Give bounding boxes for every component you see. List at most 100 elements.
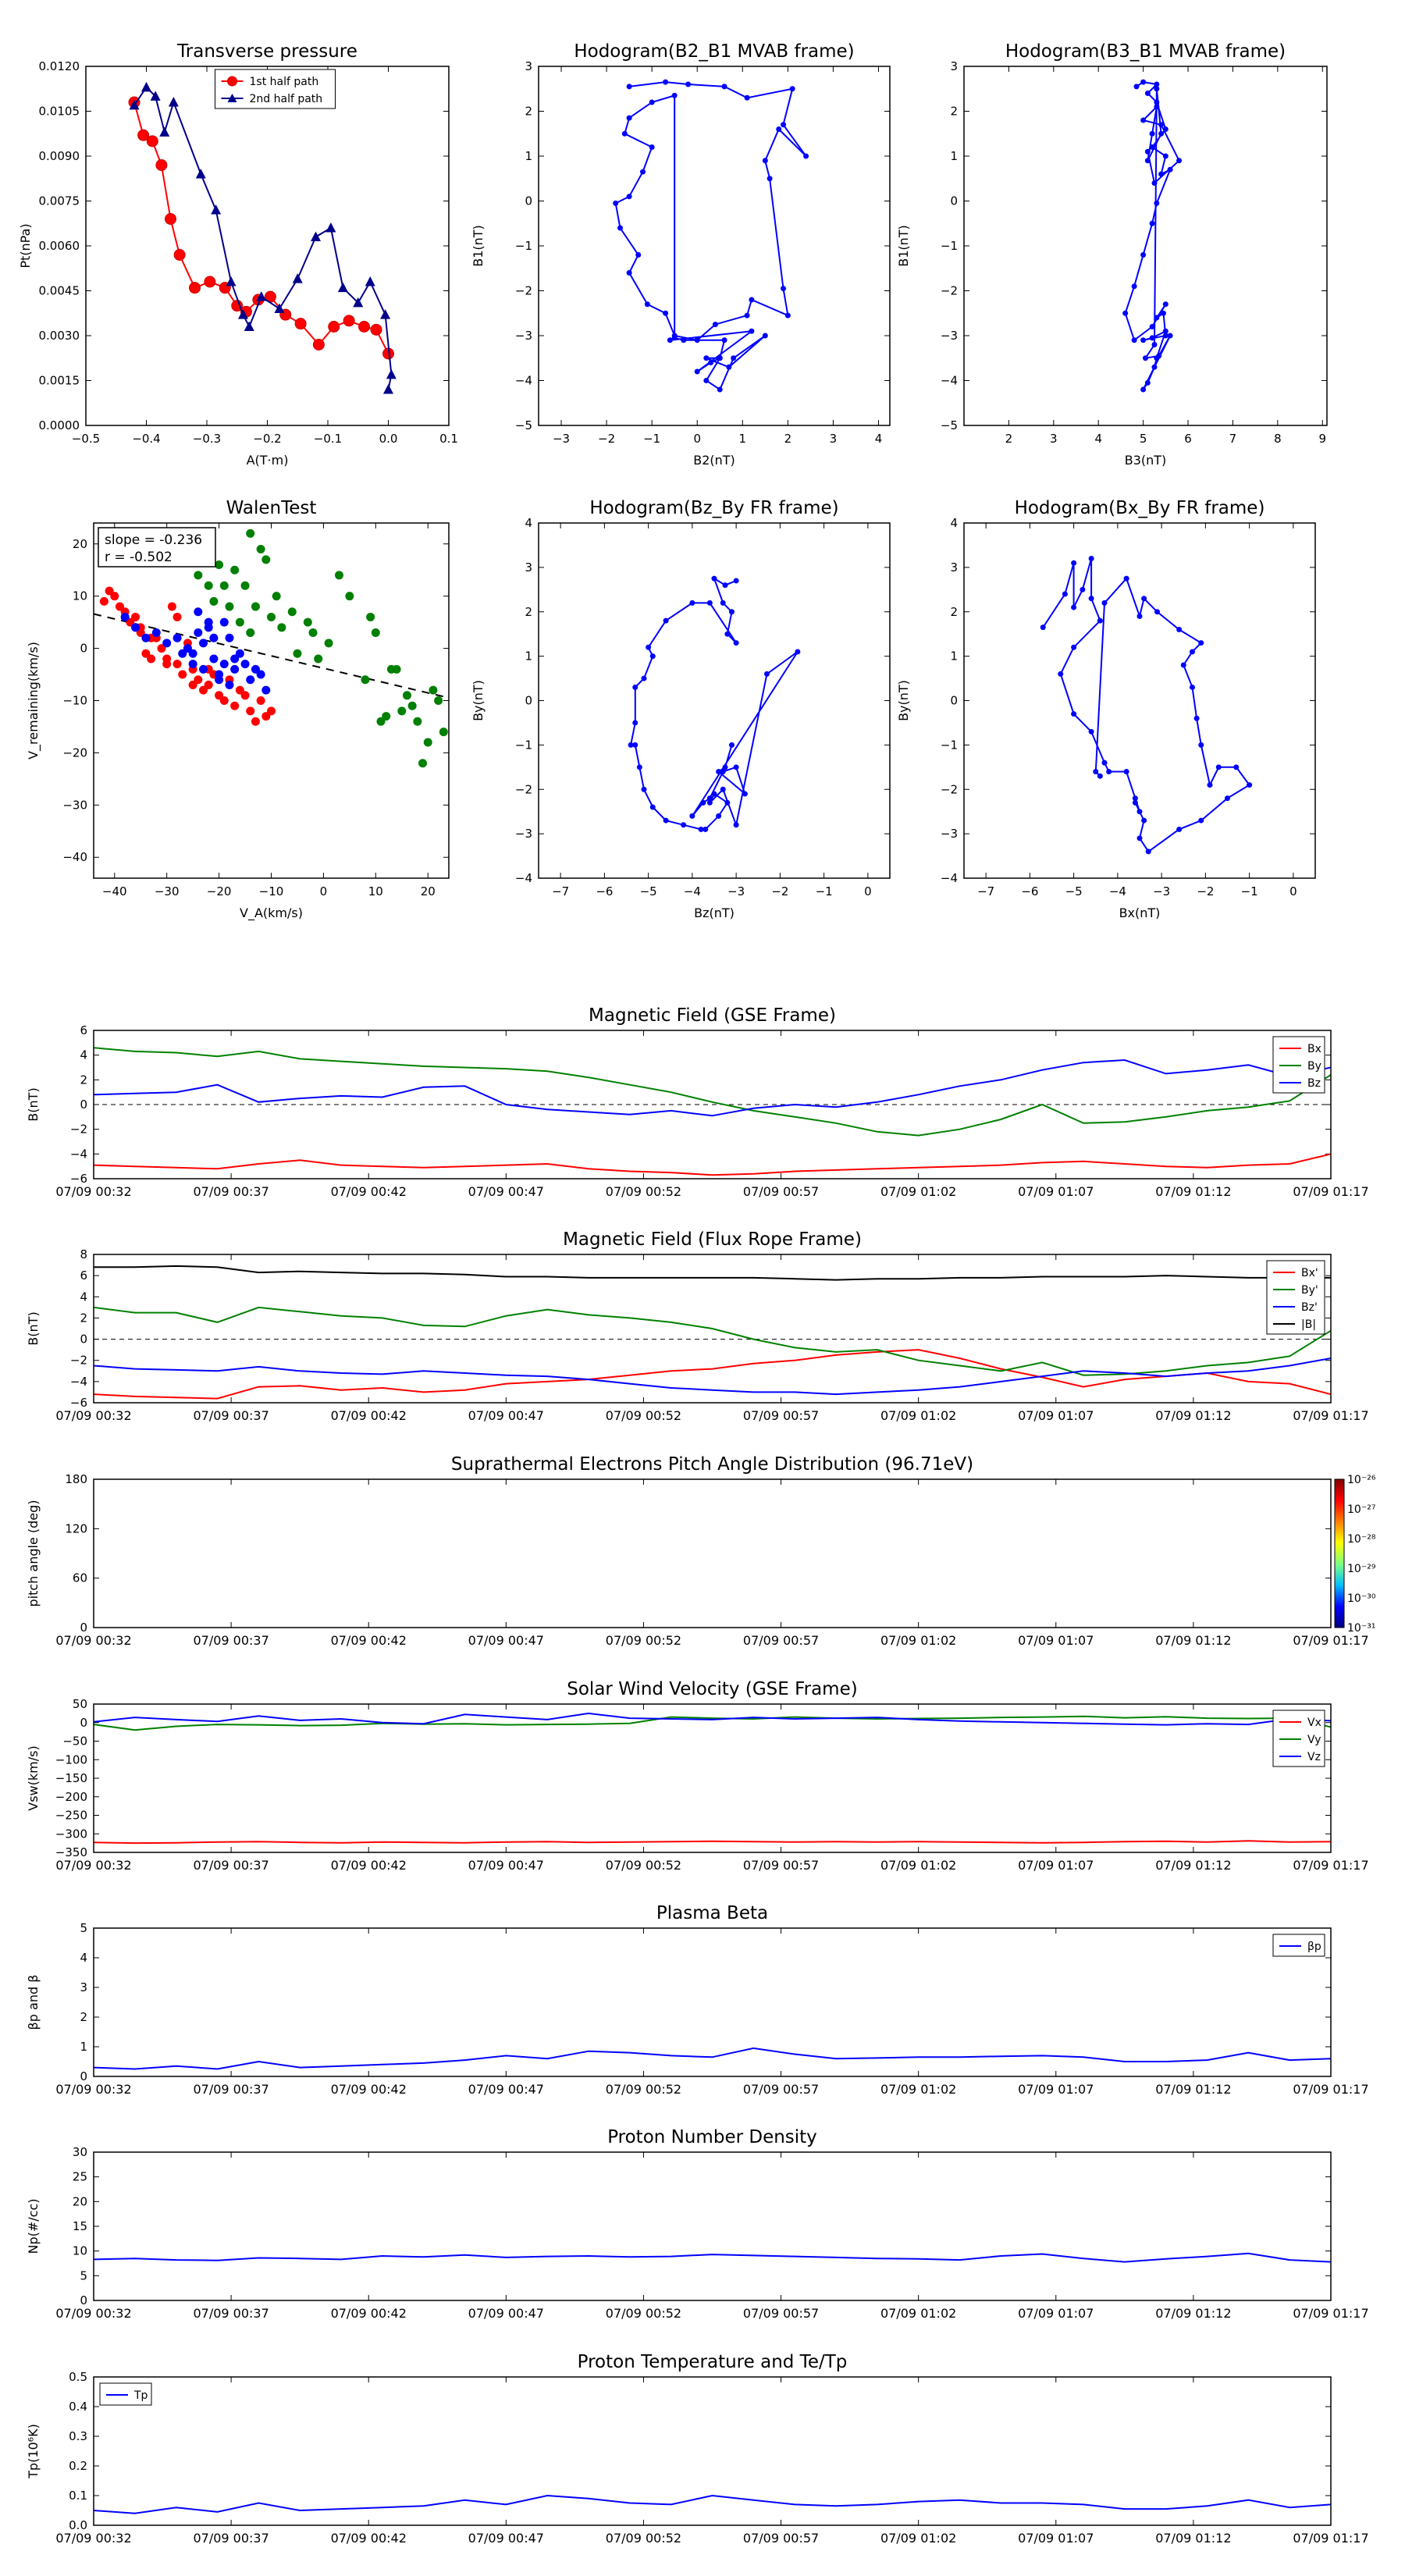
transverse-pressure-ytick-label: 0.0090 (39, 149, 80, 163)
sw-velocity-series-vx-line (94, 1840, 1331, 1845)
hodogram-bx-by-series-bx-by-point (1193, 715, 1200, 721)
hodogram-b3-b1-series-b3-b1-point (1151, 180, 1158, 186)
mag-fr-ytick-label: −2 (70, 1354, 87, 1368)
pitch-angle-xtick-label: 07/09 01:07 (1018, 1633, 1094, 1648)
walen-test-series-green-point (215, 560, 224, 570)
mag-gse-ytick-label: −6 (70, 1172, 87, 1186)
hodogram-b3-b1-ytick-label: 0 (950, 194, 958, 208)
walen-test-plot-area (94, 528, 449, 768)
sw-velocity-series-vy-line (94, 1715, 1331, 1731)
hodogram-bx-by-series-bx-by-point (1247, 782, 1253, 788)
transverse-pressure-series-1st-half-path-point (189, 282, 201, 294)
hodogram-bx-by-ytick-label: 1 (950, 649, 958, 664)
walen-test-xtick-label: −20 (207, 884, 232, 898)
walen-test-series-red-point (199, 685, 208, 695)
mag-fr-xtick-label: 07/09 01:07 (1018, 1408, 1094, 1423)
hodogram-b2-b1-ytick-label: 0 (525, 194, 532, 208)
walen-test-series-green-point (366, 612, 375, 621)
proton-temp-ytick-label: 0.2 (69, 2459, 87, 2473)
hodogram-b2-b1-series-b2-b1-point (767, 176, 773, 182)
pitch-angle-title: Suprathermal Electrons Pitch Angle Distr… (451, 1454, 973, 1475)
walen-test-series-red-point (204, 680, 213, 689)
hodogram-b2-b1-ytick-label: −5 (515, 418, 532, 432)
hodogram-bx-by-series-bx-by-point (1233, 764, 1240, 770)
mag-fr-xtick-label: 07/09 00:52 (606, 1408, 681, 1423)
proton-temp-xtick-label: 07/09 01:07 (1018, 2531, 1094, 2546)
hodogram-b2-b1-series-b2-b1-point (640, 169, 646, 175)
walen-test-xtick-label: 10 (368, 884, 383, 898)
hodogram-b2-b1-series-b2-b1-point (731, 355, 737, 361)
hodogram-bx-by-series-bx-by-point (1062, 591, 1068, 597)
hodogram-b2-b1-chart: −5 −4 −3 −2 −1 0 1 2 3 −3 −2 −1 0 1 2 3 4 B2(nT) B1(nT) (471, 59, 890, 468)
hodogram-b2-b1-series-b2-b1-point (776, 126, 782, 132)
hodogram-b3-b1-series-b3-b1-point (1160, 310, 1166, 316)
hodogram-bz-by-series-bz-by-point (700, 799, 706, 806)
hodogram-bz-by-xtick-label: −3 (727, 884, 745, 898)
transverse-pressure-title: Transverse pressure (176, 41, 357, 62)
mag-fr-ytick-label: 8 (80, 1247, 87, 1261)
transverse-pressure-ylabel: Pt(nPa) (18, 223, 33, 268)
colorbar-tick-label: 10⁻²⁶ (1347, 1474, 1376, 1486)
walen-test-series-red-point (141, 649, 151, 658)
hodogram-b2-b1-xtick-label: 2 (784, 432, 792, 446)
hodogram-bx-by-series-bx-by-point (1097, 773, 1103, 779)
hodogram-b3-b1-series-b3-b1-point (1149, 335, 1155, 341)
sw-velocity-legend-label: Vy (1307, 1734, 1321, 1746)
pitch-angle-xtick-label: 07/09 00:32 (55, 1633, 131, 1648)
hodogram-bx-by-series-bx-by-point (1132, 799, 1138, 806)
walen-test-series-red-point (256, 696, 265, 705)
hodogram-bx-by-series-bx-by-point (1093, 769, 1099, 774)
hodogram-b3-b1-series-b3-b1-point (1151, 364, 1158, 370)
proton-temp-ytick-label: 0.0 (69, 2518, 87, 2532)
hodogram-b2-b1-series-b2-b1-point (781, 286, 787, 292)
sw-velocity-ytick-label: −50 (62, 1735, 87, 1749)
hodogram-b2-b1-series-b2-b1-point (712, 322, 718, 328)
mag-fr-ytick-label: −6 (70, 1396, 87, 1410)
hodogram-bx-by-series-bx-by-point (1154, 609, 1160, 615)
walen-test-series-red-point (246, 706, 255, 716)
hodogram-b3-b1-series-b3-b1-point (1140, 386, 1147, 393)
hodogram-b3-b1-series-b3-b1-point (1140, 252, 1147, 258)
hodogram-bx-by-series-bx-by-point (1180, 662, 1186, 668)
pitch-angle-xtick-label: 07/09 01:17 (1293, 1633, 1368, 1648)
hodogram-bz-by-series-bz-by-point (742, 791, 748, 797)
sw-velocity-xtick-label: 07/09 01:12 (1155, 1858, 1231, 1873)
plasma-beta-chart: 0 1 2 3 4 5 07/09 00:32 07/09 00:37 07/09 00:42 0… (26, 1921, 1369, 2097)
hodogram-bx-by-ylabel: By(nT) (896, 680, 911, 721)
transverse-pressure-xtick-label: −0.2 (253, 432, 281, 446)
hodogram-bz-by-series-bz-by-point (663, 817, 669, 824)
mag-gse-ytick-label: 0 (80, 1098, 87, 1112)
transverse-pressure-xtick-label: −0.5 (72, 432, 100, 446)
hodogram-b2-b1-series-b2-b1-point (667, 337, 673, 343)
hodogram-b3-b1-series-b3-b1-point (1149, 220, 1155, 226)
walen-test-series-green-point (267, 612, 276, 621)
mag-gse-xtick-label: 07/09 00:32 (55, 1184, 131, 1199)
walen-test-xtick-label: −40 (102, 884, 127, 898)
walen-test-series-blue-point (235, 649, 244, 658)
hodogram-bz-by-series-bz-by-point (724, 799, 731, 806)
hodogram-b3-b1-series-b3-b1-point (1144, 91, 1151, 96)
walen-test-series-red-point (215, 691, 224, 700)
walen-test-series-red-point (173, 612, 182, 621)
hodogram-bz-by-series-bz-by-point (711, 575, 717, 582)
proton-density-ytick-label: 10 (73, 2244, 87, 2258)
plasma-beta-ytick-label: 5 (80, 1921, 87, 1935)
pitch-angle-xtick-label: 07/09 01:12 (1155, 1633, 1231, 1648)
hodogram-b3-b1-series-b3-b1-point (1158, 130, 1165, 137)
walen-test-series-blue-point (225, 633, 234, 642)
mag-gse-title: Magnetic Field (GSE Frame) (589, 1005, 836, 1026)
mag-fr-ytick-label: 2 (80, 1311, 87, 1325)
sw-velocity-legend-label: Vx (1307, 1717, 1321, 1729)
pitch-angle-ytick-label: 180 (65, 1472, 87, 1486)
walen-test-series-blue-point (188, 649, 197, 658)
hodogram-b2-b1-series-b2-b1-point (717, 386, 723, 393)
mag-gse-xtick-label: 07/09 01:07 (1018, 1184, 1094, 1199)
proton-density-ylabel: Np(#/cc) (26, 2199, 41, 2254)
sw-velocity-xtick-label: 07/09 00:52 (606, 1858, 681, 1873)
hodogram-b2-b1-series-b2-b1-point (663, 310, 669, 316)
plasma-beta-ytick-label: 4 (80, 1951, 87, 1965)
hodogram-bz-by-frame (538, 522, 891, 879)
proton-density-xtick-label: 07/09 01:07 (1018, 2306, 1094, 2321)
walen-test-series-green-point (209, 596, 219, 606)
hodogram-bx-by-xtick-label: −3 (1153, 884, 1170, 898)
